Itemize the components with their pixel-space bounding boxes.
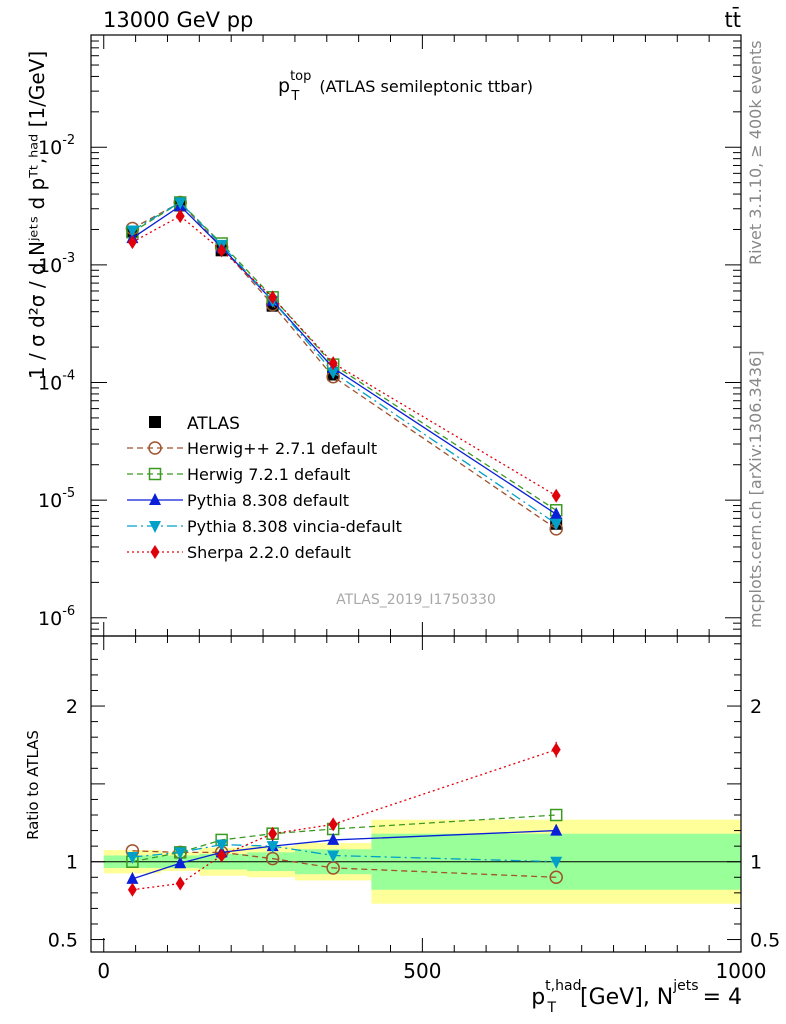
legend-label: Pythia 8.308 vincia-default bbox=[187, 517, 402, 536]
legend-label: Sherpa 2.2.0 default bbox=[187, 543, 351, 562]
legend-label: Herwig++ 2.7.1 default bbox=[187, 439, 377, 458]
title-sup: top bbox=[290, 69, 311, 84]
ratio-tick-label: 0.5 bbox=[48, 930, 78, 952]
y-tick-label: 10-2 bbox=[38, 133, 75, 159]
legend: ATLAS Herwig++ 2.7.1 default Herwig 7.2.1 … bbox=[127, 414, 402, 562]
series-point bbox=[127, 235, 137, 250]
y-tick-label: 10-4 bbox=[38, 369, 75, 395]
ratio-tick-label: 2 bbox=[66, 696, 78, 718]
series-line bbox=[132, 201, 557, 511]
x-axis-label: pt,had T [GeV], Njets = 4 bbox=[531, 978, 742, 1016]
ratio-frame bbox=[90, 635, 742, 953]
y-axis-label: 1 / σ d²σ / d Nʲᵉᵗˢ d pᵀᵗ,ʰᵃᵈ [1/GeV] bbox=[25, 51, 49, 379]
analysis-id-label: ATLAS_2019_I1750330 bbox=[336, 592, 496, 608]
ratio-tick-label-right: 0.5 bbox=[750, 930, 780, 952]
legend-marker bbox=[149, 493, 161, 505]
ratio-point bbox=[327, 832, 340, 845]
ratio-point bbox=[550, 823, 563, 836]
ratio-tick-label-right: 1 bbox=[750, 852, 762, 874]
series-point bbox=[217, 243, 227, 258]
series-point bbox=[126, 225, 139, 238]
series-point bbox=[551, 488, 561, 503]
x-tick-label: 500 bbox=[403, 959, 441, 983]
ratio-point bbox=[549, 808, 563, 822]
ratio-point bbox=[327, 850, 340, 863]
ratio-tick-label-right: 2 bbox=[750, 696, 762, 718]
x-tick-label: 0 bbox=[97, 959, 110, 983]
series-layer bbox=[125, 195, 563, 897]
ratio-point bbox=[328, 817, 338, 832]
plot-title: ptop T (ATLAS semileptonic ttbar) bbox=[278, 69, 533, 104]
rivet-label: Rivet 3.1.10, ≥ 400k events bbox=[746, 40, 765, 265]
ratio-series-line bbox=[132, 814, 557, 863]
ratio-point bbox=[174, 847, 187, 860]
series-line bbox=[132, 215, 557, 497]
ratio-point bbox=[175, 876, 185, 891]
ratio-series-line bbox=[132, 850, 557, 878]
y-tick-label: 10-3 bbox=[38, 251, 75, 277]
xlabel-rest: = 4 bbox=[703, 985, 742, 1010]
legend-label: Herwig 7.2.1 default bbox=[187, 465, 350, 484]
legend-marker bbox=[148, 441, 162, 455]
xlabel-p: p bbox=[531, 985, 545, 1010]
series-line bbox=[132, 205, 557, 515]
ratio-series-line bbox=[132, 749, 557, 891]
y-tick-label: 10-5 bbox=[38, 486, 75, 512]
ratio-point bbox=[217, 848, 227, 863]
legend-marker bbox=[149, 521, 161, 533]
series-point bbox=[174, 197, 187, 210]
mcplots-label: mcplots.cern.ch [arXiv:1306.3436] bbox=[746, 351, 765, 628]
xlabel-sub: T bbox=[546, 1000, 556, 1016]
series-point bbox=[268, 290, 278, 305]
ratio-point bbox=[126, 852, 139, 865]
legend-label-atlas: ATLAS bbox=[187, 414, 240, 434]
ratio-point bbox=[215, 839, 228, 852]
legend-marker bbox=[148, 467, 162, 481]
series-point bbox=[327, 367, 340, 380]
ratio-point bbox=[126, 871, 139, 884]
series-line bbox=[132, 201, 557, 525]
legend-marker-atlas bbox=[149, 416, 161, 428]
ratio-point bbox=[550, 856, 563, 869]
ratio-point bbox=[174, 856, 187, 869]
ratio-point bbox=[127, 882, 137, 897]
ratio-point bbox=[266, 841, 279, 854]
ratio-tick-label: 1 bbox=[66, 852, 78, 874]
xlabel-sup: t,had bbox=[545, 978, 581, 994]
ratio-point bbox=[268, 826, 278, 841]
xlabel-sup2: jets bbox=[672, 978, 698, 994]
y-tick-label: 10-6 bbox=[38, 604, 75, 630]
title-p: p bbox=[278, 75, 290, 97]
process-label: tt̄ bbox=[725, 7, 741, 32]
x-tick-label: 1000 bbox=[716, 959, 767, 983]
ratio-y-axis-label: Ratio to ATLAS bbox=[24, 730, 42, 840]
legend-label: Pythia 8.308 default bbox=[187, 491, 349, 510]
series-point bbox=[550, 518, 563, 531]
title-sub: T bbox=[290, 89, 299, 104]
axes-frames: 0 500 1000 10-6 10-5 10-4 10-3 10-2 0.5 0.5 1 1 2 2 bbox=[38, 34, 780, 983]
ratio-series-line bbox=[132, 843, 557, 863]
series-point bbox=[550, 507, 563, 520]
title-rest: (ATLAS semileptonic ttbar) bbox=[319, 77, 533, 96]
energy-label: 13000 GeV pp bbox=[103, 8, 253, 32]
series-point bbox=[328, 356, 338, 371]
legend-marker bbox=[150, 545, 160, 559]
xlabel-mid: [GeV], N bbox=[580, 985, 673, 1010]
ratio-series-line bbox=[132, 829, 557, 880]
ratio-point bbox=[549, 870, 563, 885]
series-point bbox=[175, 209, 185, 224]
